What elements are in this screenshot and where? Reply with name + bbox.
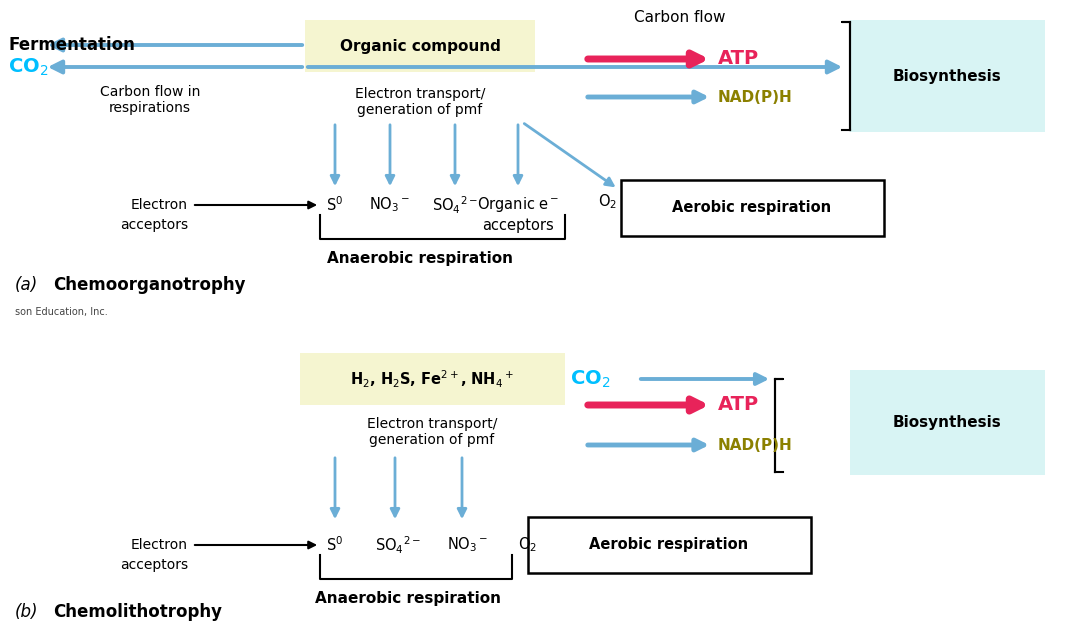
Text: ATP: ATP xyxy=(718,50,759,68)
Text: Chemoorganotrophy: Chemoorganotrophy xyxy=(53,276,245,294)
Text: Organic e$^-$: Organic e$^-$ xyxy=(477,196,560,214)
Text: CO$_2$: CO$_2$ xyxy=(9,56,48,78)
Text: S$^0$: S$^0$ xyxy=(326,535,343,554)
Text: NAD(P)H: NAD(P)H xyxy=(718,438,793,453)
Text: Electron transport/
generation of pmf: Electron transport/ generation of pmf xyxy=(355,87,485,117)
Text: (b): (b) xyxy=(15,603,38,621)
Text: NO$_3$$^-$: NO$_3$$^-$ xyxy=(448,535,488,554)
FancyBboxPatch shape xyxy=(850,370,1045,475)
Text: SO$_4$$^{2-}$: SO$_4$$^{2-}$ xyxy=(375,534,421,556)
Text: Biosynthesis: Biosynthesis xyxy=(892,416,1001,431)
Text: Chemolithotrophy: Chemolithotrophy xyxy=(53,603,222,621)
Text: Carbon flow: Carbon flow xyxy=(634,9,726,24)
Text: SO$_4$$^{2-}$: SO$_4$$^{2-}$ xyxy=(432,194,478,216)
Text: Anaerobic respiration: Anaerobic respiration xyxy=(327,251,513,266)
Text: ATP: ATP xyxy=(718,396,759,414)
Text: NO$_3$$^-$: NO$_3$$^-$ xyxy=(370,196,410,214)
Text: (a): (a) xyxy=(15,276,38,294)
Text: NAD(P)H: NAD(P)H xyxy=(718,90,793,105)
Text: Electron transport/
generation of pmf: Electron transport/ generation of pmf xyxy=(367,417,497,447)
Text: O$_2$: O$_2$ xyxy=(598,192,617,211)
Text: Aerobic respiration: Aerobic respiration xyxy=(673,201,831,216)
Text: Fermentation: Fermentation xyxy=(9,36,135,54)
FancyBboxPatch shape xyxy=(621,180,884,236)
Text: Anaerobic respiration: Anaerobic respiration xyxy=(314,591,501,606)
FancyBboxPatch shape xyxy=(528,517,811,573)
Text: H$_2$, H$_2$S, Fe$^{2+}$, NH$_4$$^+$: H$_2$, H$_2$S, Fe$^{2+}$, NH$_4$$^+$ xyxy=(350,368,514,390)
Text: acceptors: acceptors xyxy=(119,558,188,572)
FancyBboxPatch shape xyxy=(305,20,535,72)
Text: son Education, Inc.: son Education, Inc. xyxy=(15,307,108,317)
Text: O$_2$: O$_2$ xyxy=(518,535,537,554)
Text: Carbon flow in
respirations: Carbon flow in respirations xyxy=(100,85,200,115)
Text: Biosynthesis: Biosynthesis xyxy=(892,68,1001,83)
Text: acceptors: acceptors xyxy=(119,218,188,232)
Text: Aerobic respiration: Aerobic respiration xyxy=(589,537,748,552)
FancyBboxPatch shape xyxy=(300,353,565,405)
Text: Organic compound: Organic compound xyxy=(340,38,500,53)
FancyBboxPatch shape xyxy=(850,20,1045,132)
Text: CO$_2$: CO$_2$ xyxy=(570,368,611,389)
Text: S$^0$: S$^0$ xyxy=(326,196,343,214)
Text: Electron: Electron xyxy=(131,538,188,552)
Text: acceptors: acceptors xyxy=(482,218,554,233)
Text: Electron: Electron xyxy=(131,198,188,212)
